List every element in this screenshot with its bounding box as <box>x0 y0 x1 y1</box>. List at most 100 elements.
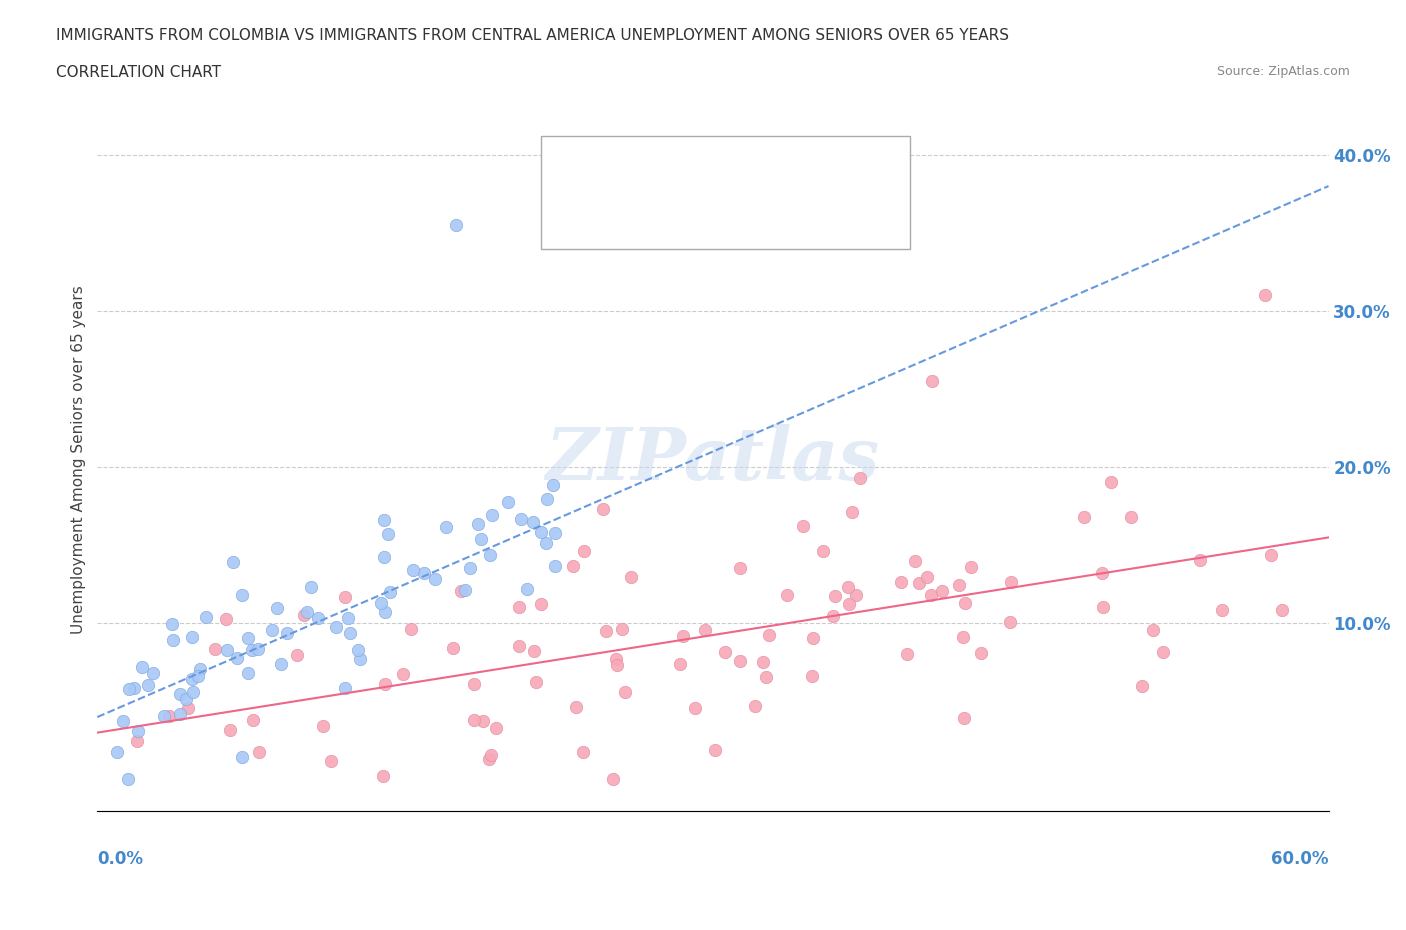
Point <box>693 622 716 637</box>
Point <box>970 646 993 661</box>
Text: CORRELATION CHART: CORRELATION CHART <box>56 65 221 80</box>
Point <box>915 570 938 585</box>
Point <box>610 621 633 636</box>
Point <box>896 647 918 662</box>
Point <box>373 769 395 784</box>
Point <box>751 655 773 670</box>
Point <box>295 605 318 620</box>
Point <box>194 610 217 625</box>
Point <box>481 508 503 523</box>
Point <box>238 665 260 680</box>
Point <box>479 548 502 563</box>
Point <box>458 561 481 576</box>
Point <box>1119 510 1142 525</box>
Point <box>125 734 148 749</box>
Point <box>399 621 422 636</box>
Point <box>595 623 617 638</box>
Point <box>1142 622 1164 637</box>
Point <box>536 492 558 507</box>
Point <box>434 519 457 534</box>
Point <box>523 644 546 658</box>
Point <box>544 525 567 540</box>
Point <box>454 582 477 597</box>
Point <box>112 713 135 728</box>
Point <box>373 512 395 527</box>
Point <box>226 651 249 666</box>
Point <box>124 681 146 696</box>
Point <box>959 560 981 575</box>
Point <box>1260 548 1282 563</box>
Point <box>105 744 128 759</box>
Point <box>1000 575 1022 590</box>
Point <box>169 707 191 722</box>
Point <box>441 640 464 655</box>
Point <box>285 647 308 662</box>
Point <box>1152 644 1174 659</box>
Point <box>262 622 284 637</box>
Point <box>1271 603 1294 618</box>
Point <box>890 575 912 590</box>
Point <box>276 625 298 640</box>
Point <box>162 632 184 647</box>
Point <box>423 571 446 586</box>
Point <box>841 504 863 519</box>
Point <box>333 590 356 604</box>
FancyBboxPatch shape <box>540 136 910 248</box>
Point <box>530 597 553 612</box>
Point <box>333 681 356 696</box>
Point <box>118 682 141 697</box>
Point <box>849 470 872 485</box>
Point <box>231 750 253 764</box>
Point <box>169 686 191 701</box>
Point <box>606 658 628 672</box>
Point <box>217 642 239 657</box>
Point <box>565 699 588 714</box>
Point <box>669 657 692 671</box>
Point <box>543 477 565 492</box>
Point <box>222 555 245 570</box>
Point <box>953 596 976 611</box>
Point <box>299 579 322 594</box>
Point <box>998 615 1021 630</box>
Point <box>952 630 974 644</box>
Point <box>373 550 395 565</box>
Point <box>1073 510 1095 525</box>
Point <box>792 519 814 534</box>
Point <box>181 630 204 644</box>
Point <box>467 516 489 531</box>
Point <box>402 563 425 578</box>
Point <box>392 667 415 682</box>
Point <box>953 711 976 726</box>
Point <box>231 587 253 602</box>
Point <box>176 691 198 706</box>
Point <box>463 677 485 692</box>
Point <box>412 565 434 580</box>
Point <box>508 600 530 615</box>
Point <box>349 652 371 667</box>
Point <box>472 713 495 728</box>
Point <box>160 617 183 631</box>
Point <box>307 611 329 626</box>
Point <box>312 719 335 734</box>
Point <box>908 576 931 591</box>
Point <box>534 536 557 551</box>
Point <box>181 684 204 699</box>
Point <box>921 374 943 389</box>
Text: Source: ZipAtlas.com: Source: ZipAtlas.com <box>1216 65 1350 78</box>
Point <box>931 584 953 599</box>
Point <box>325 619 347 634</box>
Point <box>605 651 627 666</box>
Point <box>214 611 236 626</box>
Point <box>522 515 544 530</box>
Point <box>470 531 492 546</box>
Point <box>478 751 501 766</box>
Point <box>1130 679 1153 694</box>
Point <box>374 677 396 692</box>
Point <box>755 670 778 684</box>
Point <box>236 631 259 645</box>
Point <box>838 596 860 611</box>
Point <box>496 495 519 510</box>
Point <box>479 748 502 763</box>
Point <box>242 713 264 728</box>
Point <box>240 643 263 658</box>
